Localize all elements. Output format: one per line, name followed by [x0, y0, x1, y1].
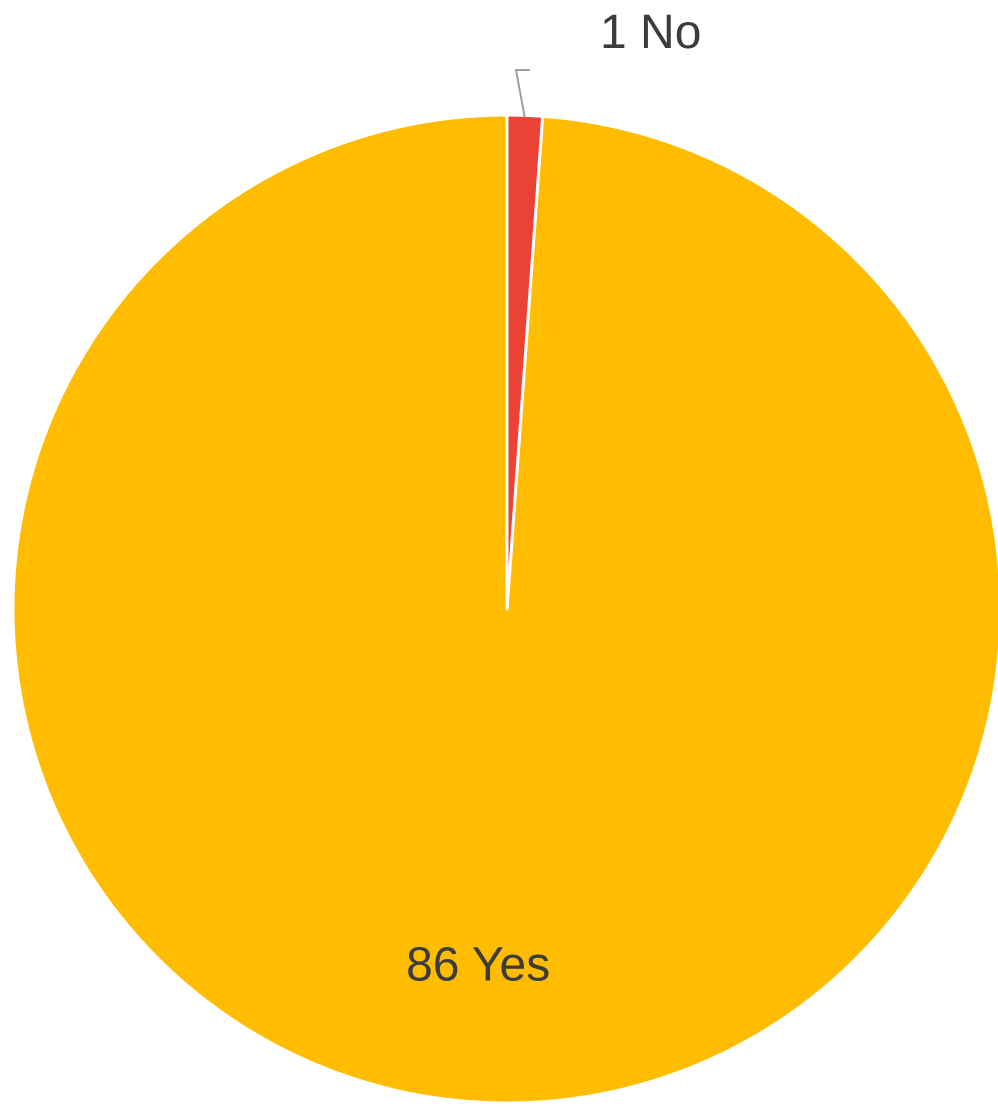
slices-layer [11, 113, 998, 1105]
labels-layer: 86 Yes 1 No [406, 6, 701, 991]
leader-line-no [514, 69, 530, 118]
slice-label-no: 1 No [600, 6, 701, 59]
slice-label-yes: 86 Yes [406, 938, 550, 991]
pie-slice-yes [11, 113, 998, 1105]
